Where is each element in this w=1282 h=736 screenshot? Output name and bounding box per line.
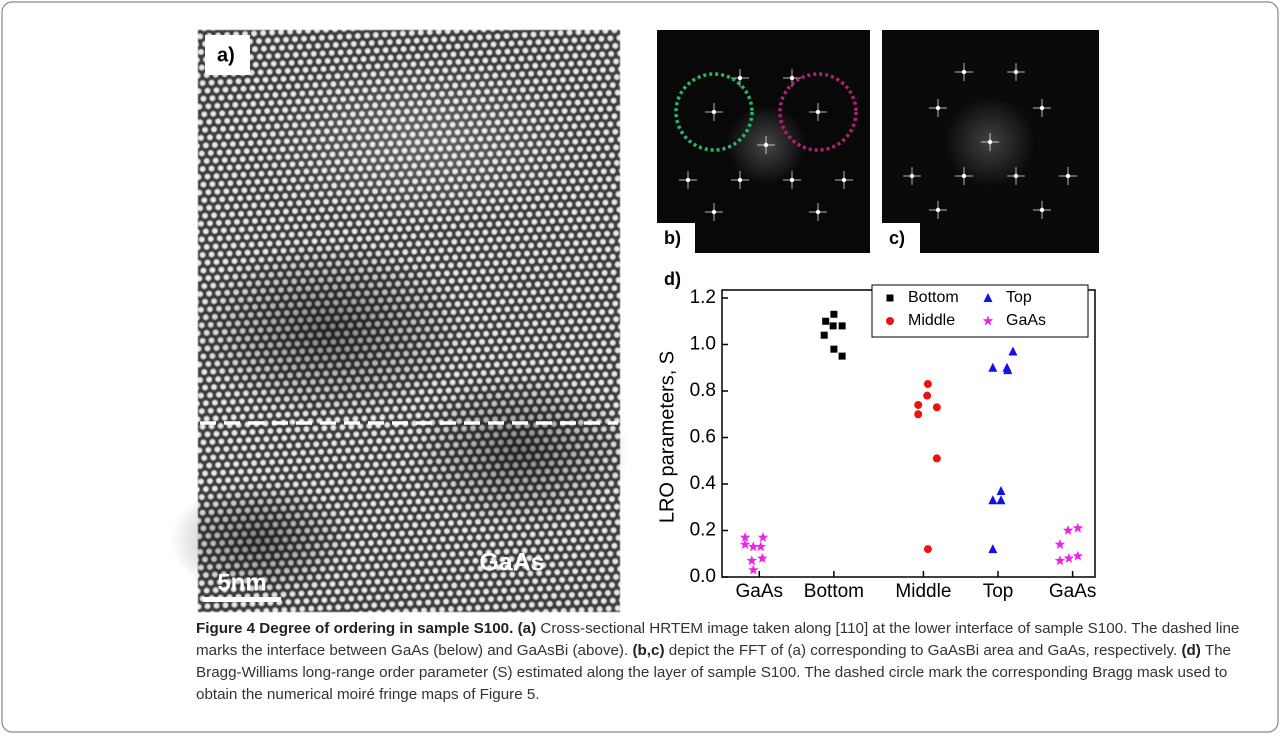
hrtem-image <box>170 30 630 612</box>
caption: Figure 4 Degree of ordering in sample S1… <box>196 618 1258 706</box>
data-point <box>923 545 932 554</box>
data-point <box>914 410 923 419</box>
panel-label: a) <box>217 44 235 66</box>
legend-label: Top <box>1006 289 1032 306</box>
data-point <box>830 310 838 318</box>
caption-text: The Bragg-Williams long-range order para… <box>196 642 1231 703</box>
caption-ref: (a) <box>517 620 537 637</box>
legend-marker <box>983 293 993 302</box>
legend-label: Bottom <box>908 289 959 306</box>
data-point <box>1008 346 1018 356</box>
data-point <box>829 322 837 330</box>
data-point <box>755 541 766 552</box>
caption-ref: (b,c) <box>632 642 665 659</box>
data-point <box>820 331 828 339</box>
caption-ref: (d) <box>1181 642 1201 659</box>
legend-marker <box>886 317 894 325</box>
y-tick-label: 1.0 <box>690 334 716 355</box>
data-point <box>1072 550 1084 561</box>
x-tick-label: Bottom <box>804 581 864 602</box>
y-tick-label: 1.2 <box>690 287 716 308</box>
legend-label: Middle <box>908 312 955 329</box>
data-point <box>822 317 830 325</box>
fft-image-c <box>882 30 1099 253</box>
data-point <box>1003 365 1013 375</box>
scale-bar <box>203 597 281 602</box>
panel-label: b) <box>664 228 681 248</box>
panel-label: c) <box>889 228 905 248</box>
y-tick-label: 0.8 <box>690 380 716 401</box>
legend-box <box>871 284 1089 338</box>
data-point <box>1063 552 1075 563</box>
caption-title: Figure 4 Degree of ordering in sample S1… <box>196 620 514 637</box>
data-point <box>932 403 941 412</box>
label-box <box>882 223 920 253</box>
data-point <box>1072 522 1084 533</box>
y-tick-label: 0.0 <box>690 566 716 587</box>
data-point <box>988 362 998 372</box>
data-point <box>838 322 846 330</box>
data-point <box>757 532 769 542</box>
data-point <box>988 495 998 505</box>
caption-text: depict the FFT of (a) corresponding to G… <box>668 642 1178 659</box>
x-tick-label: GaAs <box>736 581 784 602</box>
data-point <box>923 391 932 400</box>
y-tick-label: 0.2 <box>690 520 716 541</box>
label-box <box>205 35 250 75</box>
data-point <box>748 564 759 575</box>
legend-label: GaAs <box>1006 312 1046 329</box>
y-axis-label: LRO parameters, S <box>656 351 678 523</box>
region-label: GaAs <box>479 549 544 577</box>
data-point <box>988 544 998 554</box>
data-point <box>932 454 941 463</box>
data-point <box>996 495 1006 505</box>
data-point <box>830 345 838 353</box>
data-point <box>757 552 768 563</box>
data-point <box>746 555 758 566</box>
x-tick-label: GaAs <box>1049 581 1097 602</box>
y-tick-label: 0.6 <box>690 427 716 448</box>
data-point <box>996 485 1006 495</box>
scale-bar-label: 5nm <box>217 569 266 596</box>
data-point <box>1054 539 1066 549</box>
scatter-plot: 0.0 0.2 0.4 0.6 0.8 1.0 1.2 GaAs Bottom Middle Top… <box>690 284 1097 602</box>
legend-marker <box>886 294 894 302</box>
label-box <box>657 223 695 253</box>
data-point <box>838 352 846 360</box>
fft-image-b <box>657 30 870 253</box>
x-tick-label: Middle <box>895 581 951 602</box>
data-point <box>1062 525 1074 535</box>
data-point <box>739 539 751 549</box>
x-tick-label: Top <box>983 581 1014 602</box>
y-tick-label: 0.4 <box>690 473 717 494</box>
data-point <box>739 532 751 542</box>
data-point <box>914 400 923 409</box>
legend-marker <box>982 315 994 326</box>
data-point <box>748 541 759 552</box>
data-point <box>1054 555 1066 566</box>
caption-text: Cross-sectional HRTEM image taken along … <box>196 620 1240 659</box>
data-point <box>923 380 932 389</box>
panel-label: d) <box>664 269 681 289</box>
